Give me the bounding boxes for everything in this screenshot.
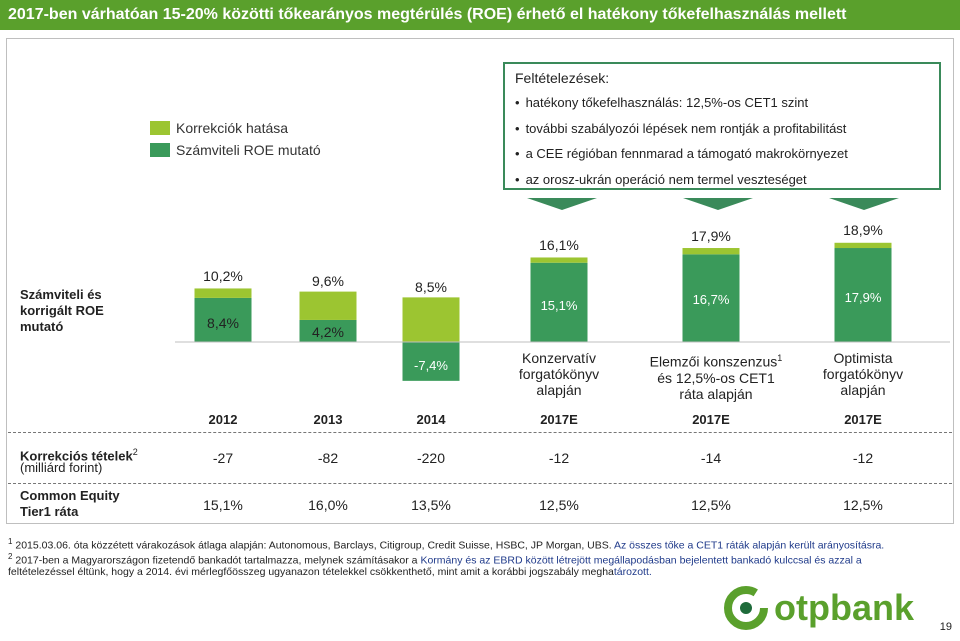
bar-correction-2017E [530,257,588,263]
row-label-corrections-unit: (milliárd forint) [20,460,103,475]
row-divider [8,483,952,484]
total-label-2014: 8,5% [415,279,447,295]
content-frame [6,38,954,524]
roe-label-2017-conservative: 15,1% [540,298,578,313]
roe-label-2014: -7,4% [414,358,448,373]
total-label-2017-optimistic: 18,9% [843,222,883,238]
corrections-value: -12 [548,450,570,466]
cet1-value: 13,5% [411,497,451,513]
cet1-value: 12,5% [691,497,731,513]
row-divider [8,432,952,433]
bar-roe-2017E [834,248,892,342]
roe-label-2017-optimistic: 17,9% [844,290,882,305]
year-label: 2013 [313,412,343,427]
roe-label-2013: 4,2% [312,324,344,340]
roe-label-2017-consensus: 16,7% [692,292,730,307]
assumption-item: a CEE régióban fennmarad a támogató makr… [515,141,929,167]
year-label: 2017E [844,412,882,427]
brand-name: otpbank [774,587,915,628]
cet1-value: 12,5% [539,497,579,513]
otpbank-logo-icon: otpbank [724,586,915,630]
year-label: 2017E [540,412,578,427]
bar-roe-2012 [194,297,252,342]
assumptions-box: Feltételezések: hatékony tőkefelhasználá… [503,62,941,190]
bar-correction-2012 [194,288,252,298]
page-title: 2017-ben várhatóan 15-20% közötti tőkear… [0,0,960,30]
roe-label-2012: 8,4% [207,315,239,331]
arrow-down-icon [829,198,899,210]
corrections-value: -220 [416,450,446,466]
cet1-value: 15,1% [203,497,243,513]
total-label-2017-conservative: 16,1% [539,237,579,253]
arrow-down-icon [527,198,597,210]
legend-label-roe: Számviteli ROE mutató [176,142,321,158]
year-label: 2017E [692,412,730,427]
bar-roe-2014 [402,342,460,381]
cet1-value: 16,0% [308,497,348,513]
assumption-item: az orosz-ukrán operáció nem termel veszt… [515,167,929,193]
bar-roe-2017E [530,262,588,342]
footnote-ref: 1 [777,353,783,363]
corrections-footnote-ref: 2 [132,447,138,457]
scenario-optimistic: Optimista forgatókönyv alapján [822,350,904,398]
row-label-cet1: Common Equity Tier1 ráta [20,488,120,519]
corrections-label: Korrekciós tételek [20,448,133,464]
scenario-conservative: Konzervatív forgatókönyv alapján [518,350,600,398]
otpbank-logo: otpbank [720,582,940,634]
assumptions-title: Feltételezések: [515,70,610,86]
bar-roe-2013 [299,319,357,342]
scenario-consensus: Elemzői konszenzus1 és 12,5%-os CET1 ráta … [649,353,783,402]
total-label-2017-consensus: 17,9% [691,228,731,244]
year-label: 2012 [208,412,238,427]
arrow-down-icon [683,198,753,210]
total-label-2012: 10,2% [203,268,243,284]
bar-correction-2017E [834,242,892,249]
footnote-2: 2 2017-ben a Magyarországon fizetendő ba… [8,552,862,567]
footnote-2-cont: feltételezéssel éltünk, hogy a 2014. évi… [8,566,652,578]
bar-correction-2014 [402,297,460,342]
legend-swatch-corrections [150,121,170,135]
legend-swatch-roe [150,143,170,157]
legend-label-corrections: Korrekciók hatása [176,120,289,136]
assumption-item: hatékony tőkefelhasználás: 12,5%-os CET1… [515,90,929,116]
bar-correction-2013 [299,291,357,320]
footnote-1: 1 2015.03.06. óta közzétett várakozások … [8,537,885,552]
bar-correction-2017E [682,248,740,255]
year-label: 2014 [416,412,446,427]
cet1-value: 12,5% [843,497,883,513]
corrections-value: -14 [700,450,722,466]
total-label-2013: 9,6% [312,273,344,289]
page-number: 19 [939,621,952,633]
corrections-value: -82 [317,450,339,466]
corrections-value: -12 [852,450,874,466]
assumption-item: további szabályozói lépések nem rontják … [515,116,929,142]
corrections-value: -27 [212,450,234,466]
row-label-corrections: Korrekciós tételek2 [20,444,138,464]
bar-roe-2017E [682,254,740,342]
row-label-roe: Számviteli és korrigált ROE mutató [20,287,104,334]
